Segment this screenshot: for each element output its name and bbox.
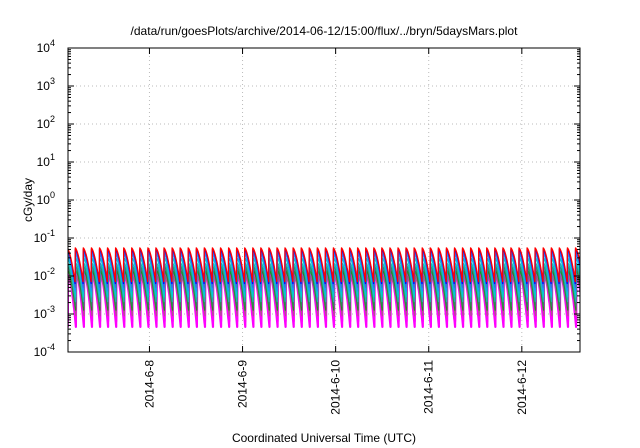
x-tick-label: 2014-6-11 [422, 360, 436, 414]
x-tick-labels: 2014-6-8 2014-6-9 2014-6-10 2014-6-11 2014-6… [142, 360, 528, 415]
series-layer [68, 247, 580, 328]
y-tick-label: 10-1 [34, 228, 55, 245]
y-tick-label: 10-2 [34, 266, 55, 283]
x-tick-label: 2014-6-12 [515, 360, 529, 415]
y-tick-label: 100 [37, 190, 55, 207]
y-tick-label: 101 [37, 152, 55, 169]
chart-title: /data/run/goesPlots/archive/2014-06-12/1… [131, 24, 519, 38]
y-tick-label: 104 [37, 38, 55, 55]
x-tick-label: 2014-6-8 [142, 360, 156, 408]
x-axis-label: Coordinated Universal Time (UTC) [232, 431, 416, 445]
data-series-line [68, 262, 580, 303]
y-tick-label: 103 [37, 76, 55, 93]
y-axis-label: cGy/day [21, 178, 35, 222]
y-tick-label: 102 [37, 114, 55, 131]
y-tick-labels: 10-4 10-3 10-2 10-1 100 101 102 103 104 [34, 38, 55, 359]
x-tick-label: 2014-6-10 [329, 360, 343, 415]
data-series-line [68, 247, 580, 283]
x-tick-label: 2014-6-9 [236, 360, 250, 408]
y-tick-label: 10-3 [34, 304, 55, 321]
y-tick-label: 10-4 [34, 342, 55, 359]
axis-ticks [68, 47, 580, 353]
